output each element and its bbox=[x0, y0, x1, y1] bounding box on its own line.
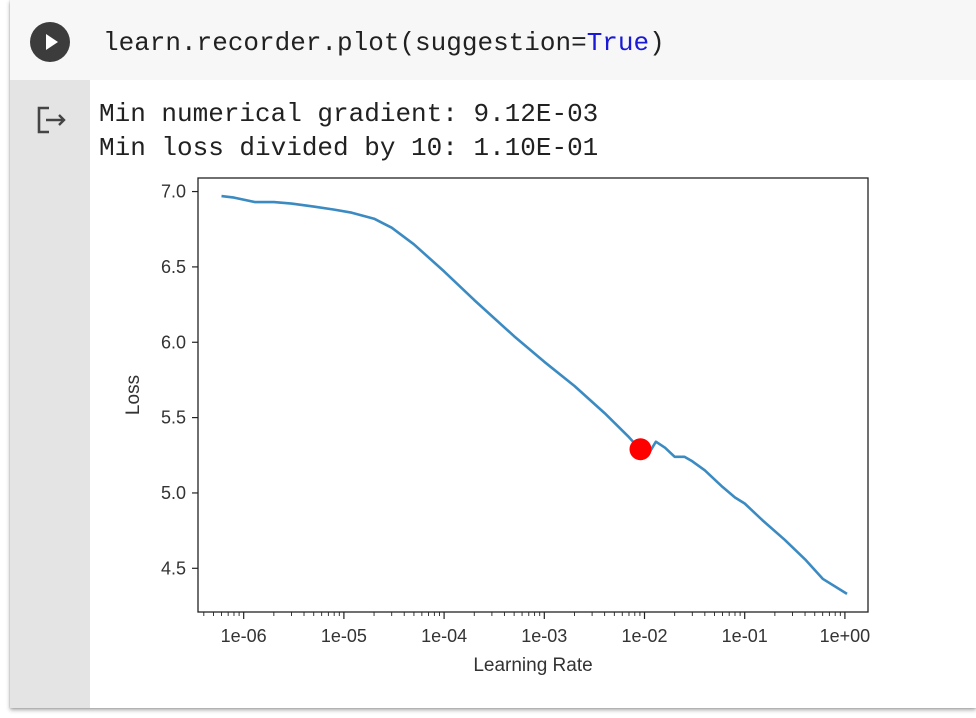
loss-curve bbox=[221, 194, 848, 596]
output-actions-icon[interactable] bbox=[36, 105, 70, 135]
code-suffix: ) bbox=[649, 28, 665, 58]
y-tick-label: 6.5 bbox=[161, 257, 186, 277]
y-tick-label: 4.5 bbox=[161, 558, 186, 578]
code-input-row: learn.recorder.plot(suggestion=True) bbox=[10, 0, 976, 80]
x-tick-label: 1e-04 bbox=[421, 626, 467, 646]
suggested-lr-marker bbox=[629, 438, 652, 461]
lr-finder-chart: 4.5 5.0 5.5 6.0 6.5 7.0 1e-06 1e-05 1e-04 1e-03 1e… bbox=[123, 177, 871, 676]
x-tick-label: 1e-01 bbox=[722, 626, 768, 646]
x-tick-label: 1e-03 bbox=[521, 626, 567, 646]
x-tick-label: 1e-06 bbox=[221, 626, 267, 646]
y-axis-label: Loss bbox=[123, 375, 144, 415]
code-keyword-true: True bbox=[586, 28, 650, 58]
output-line-min-gradient: Min numerical gradient: 9.12E-03 bbox=[99, 99, 599, 129]
notebook-cell: learn.recorder.plot(suggestion=True) Min… bbox=[10, 0, 976, 708]
x-tick-label: 1e+00 bbox=[820, 626, 871, 646]
x-tick-label: 1e-02 bbox=[621, 626, 667, 646]
code-line[interactable]: learn.recorder.plot(suggestion=True) bbox=[103, 26, 665, 60]
plot-frame bbox=[197, 177, 869, 613]
x-tick-label: 1e-05 bbox=[321, 626, 367, 646]
output-line-min-loss: Min loss divided by 10: 1.10E-01 bbox=[99, 133, 599, 163]
y-tick-label: 6.0 bbox=[161, 332, 186, 352]
y-tick-label: 5.0 bbox=[161, 483, 186, 503]
output-area: Min numerical gradient: 9.12E-03 Min los… bbox=[90, 80, 976, 708]
y-tick-label: 5.5 bbox=[161, 408, 186, 428]
output-gutter bbox=[10, 80, 90, 708]
y-tick-label: 7.0 bbox=[161, 182, 186, 202]
code-prefix: learn.recorder.plot(suggestion= bbox=[103, 28, 587, 58]
play-icon bbox=[46, 34, 58, 50]
x-axis-label: Learning Rate bbox=[473, 655, 592, 676]
run-cell-button[interactable] bbox=[30, 22, 70, 62]
